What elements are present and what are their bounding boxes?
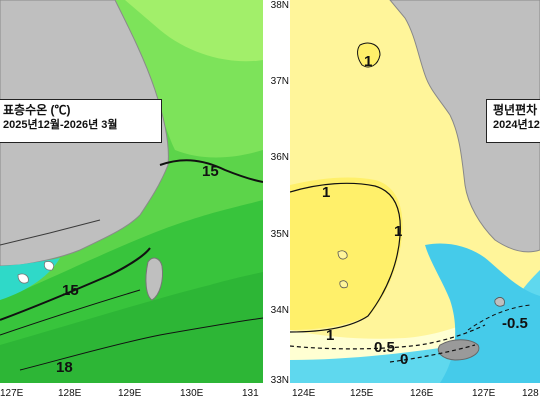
- sea-warmest-band: [0, 272, 263, 383]
- contour-label: -0.5: [502, 315, 528, 332]
- axis-strip: [0, 383, 263, 400]
- y-tick-label: 33N: [270, 375, 289, 386]
- contour-label: 15: [202, 163, 219, 180]
- contour-label: 1: [364, 53, 372, 70]
- x-tick-label: 128: [522, 388, 539, 399]
- anomaly-map-panel: 1 1 1 1 0.5 0 -0.5 124E 125E 126E 127E 1…: [290, 0, 540, 400]
- sst-legend: 표층수온 (℃) 2025년12월-2026년 3월: [0, 99, 162, 143]
- y-tick-label: 36N: [270, 152, 289, 163]
- anomaly-positive-pocket: [357, 42, 381, 68]
- y-tick-label: 38N: [270, 0, 289, 11]
- anomaly-legend: 평년편차 2024년12: [486, 99, 540, 143]
- x-tick-label: 131: [242, 388, 259, 399]
- sea-coolest-band: [125, 0, 263, 62]
- contour-line-15: [159, 159, 263, 183]
- island-jeju: [437, 339, 480, 361]
- x-tick-label: 127E: [472, 388, 496, 399]
- contour-line-15-south: [0, 247, 151, 321]
- island: [17, 273, 29, 284]
- contour-label: 1: [322, 184, 330, 201]
- y-tick-label: 37N: [270, 76, 289, 87]
- x-tick-label: 127E: [0, 388, 24, 399]
- contour-label: 0: [400, 351, 408, 368]
- contour-line-1: [290, 182, 401, 333]
- sst-map-panel: 15 15 18 127E 128E 129E 130E 131 표층수온 (℃…: [0, 0, 263, 400]
- x-tick-label: 126E: [410, 388, 434, 399]
- x-tick-label: 124E: [292, 388, 316, 399]
- contour-label: 18: [56, 359, 73, 376]
- legend-title: 평년편차: [493, 103, 538, 117]
- island: [44, 261, 54, 271]
- contour-label: 1: [326, 327, 334, 344]
- contour-line: [0, 219, 101, 246]
- contour-line: [0, 289, 141, 336]
- cold-coastal-water: [0, 258, 60, 300]
- y-tick-label: 34N: [270, 305, 289, 316]
- contour-line-0-5: [290, 324, 486, 350]
- x-tick-label: 125E: [350, 388, 374, 399]
- x-tick-label: 128E: [58, 388, 82, 399]
- land-korea: [389, 0, 540, 253]
- legend-title: 표층수온 (℃): [3, 103, 71, 117]
- island: [337, 250, 348, 260]
- island: [494, 297, 505, 307]
- legend-period: 2024년12: [493, 119, 540, 131]
- y-tick-label: 35N: [270, 229, 289, 240]
- contour-line-0: [389, 344, 476, 363]
- x-tick-label: 130E: [180, 388, 204, 399]
- island: [339, 280, 348, 289]
- contour-label: 15: [62, 282, 79, 299]
- x-tick-label: 129E: [118, 388, 142, 399]
- island-tsushima: [145, 257, 163, 301]
- anomaly-map: 1 1 1 1 0.5 0 -0.5 124E 125E 126E 127E 1…: [290, 0, 540, 400]
- sst-map: 15 15 18 127E 128E 129E 130E 131: [0, 0, 263, 400]
- axis-strip: [290, 383, 540, 400]
- legend-period: 2025년12월-2026년 3월: [3, 119, 118, 131]
- contour-line-18: [19, 317, 263, 371]
- contour-label: 0.5: [374, 339, 395, 356]
- anomaly-negative-zone-strong: [425, 243, 540, 383]
- contour-label: 1: [394, 223, 402, 240]
